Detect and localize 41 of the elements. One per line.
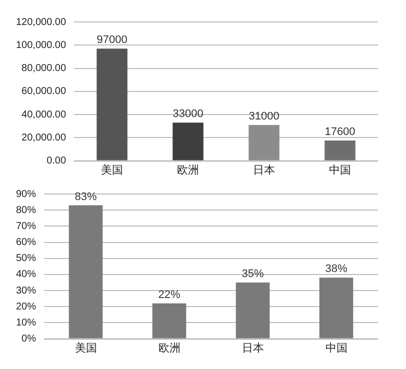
bar (324, 140, 356, 160)
y-tick-label: 60% (16, 237, 36, 248)
y-tick-label: 60,000.00 (22, 86, 66, 98)
bar (236, 282, 270, 338)
x-tick-label: 日本 (242, 341, 264, 354)
data-label: 33000 (172, 108, 204, 120)
x-tick-label: 中国 (329, 163, 352, 176)
y-tick-label: 70% (16, 220, 36, 232)
y-tick-label: 20% (16, 301, 36, 312)
x-tick-label: 中国 (325, 341, 348, 354)
data-label: 97000 (96, 34, 128, 46)
bar (68, 205, 103, 338)
data-label: 22% (158, 288, 180, 301)
data-label: 35% (242, 268, 264, 280)
y-tick-label: 80,000.00 (22, 63, 66, 74)
y-tick-label: 30% (16, 285, 36, 296)
bar (248, 124, 280, 160)
y-tick-label: 10% (16, 317, 36, 328)
x-tick-label: 美国 (101, 163, 124, 176)
y-tick-label: 0.00 (46, 156, 66, 167)
bar (152, 303, 186, 338)
data-label: 83% (74, 190, 97, 203)
data-label: 38% (325, 263, 348, 276)
data-label: 17600 (324, 126, 356, 138)
y-tick-label: 40% (16, 269, 36, 280)
y-tick-label: 80% (16, 204, 36, 216)
x-tick-label: 欧洲 (158, 341, 180, 354)
data-label: 31000 (248, 110, 280, 122)
y-tick-label: 100,000.00 (16, 40, 66, 51)
y-tick-label: 40,000.00 (22, 109, 66, 120)
bar (172, 122, 204, 160)
y-tick-label: 0% (22, 334, 36, 345)
y-tick-label: 20,000.00 (22, 132, 66, 144)
bar (319, 278, 354, 338)
y-tick-label: 120,000.00 (16, 16, 66, 28)
x-tick-label: 美国 (74, 341, 97, 354)
x-tick-label: 日本 (253, 163, 276, 176)
y-tick-label: 50% (16, 253, 36, 264)
bar (96, 48, 128, 160)
x-tick-label: 欧洲 (177, 163, 200, 176)
y-tick-label: 90% (16, 188, 36, 200)
